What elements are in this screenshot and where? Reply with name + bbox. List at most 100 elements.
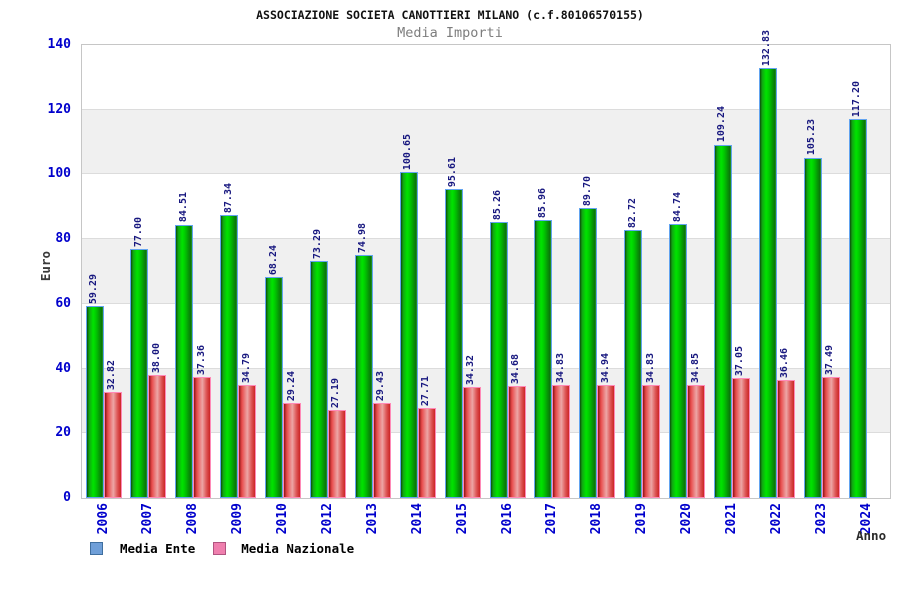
bar-value-label-media-ente-2018: 89.70	[581, 175, 593, 206]
legend-label-media-ente: Media Ente	[120, 541, 196, 556]
bar-value-label-media-nazionale-2022: 36.46	[779, 347, 791, 379]
y-axis-title: Euro	[38, 251, 53, 282]
y-tick-label-100: 100	[47, 166, 71, 182]
bar-media-ente-2019	[624, 230, 643, 498]
legend-swatch-media-ente	[90, 542, 103, 555]
bar-media-nazionale-2006	[103, 391, 122, 498]
x-tick-label-2007: 2007	[140, 503, 156, 535]
x-tick-label-2020: 2020	[679, 503, 695, 535]
bar-media-ente-2017	[534, 219, 553, 498]
bar-media-ente-2023	[803, 157, 822, 498]
grid-band	[82, 45, 890, 110]
bar-value-label-media-nazionale-2012: 27.19	[330, 377, 342, 409]
x-tick-label-2022: 2022	[768, 503, 784, 535]
bar-media-nazionale-2022	[776, 380, 795, 498]
gridline	[82, 367, 890, 369]
x-tick-label-2019: 2019	[634, 503, 650, 535]
bar-media-nazionale-2017	[552, 385, 571, 498]
y-tick-label-80: 80	[55, 231, 71, 247]
bar-value-label-media-nazionale-2020: 34.85	[689, 353, 701, 384]
gridline	[82, 173, 890, 175]
x-axis-title: Anno	[856, 528, 887, 543]
bar-value-label-media-ente-2007: 77.00	[132, 216, 144, 247]
bar-media-nazionale-2023	[821, 376, 840, 498]
grid-band	[82, 239, 890, 304]
bar-media-nazionale-2015	[462, 386, 481, 498]
bar-value-label-media-ente-2012: 73.29	[312, 228, 324, 259]
bar-value-label-media-ente-2006: 59.29	[88, 274, 99, 305]
bar-media-ente-2015	[444, 188, 463, 498]
bar-media-ente-2021	[713, 144, 732, 498]
x-tick-label-2010: 2010	[275, 503, 291, 535]
bar-media-ente-2008	[175, 224, 194, 498]
bar-media-nazionale-2020	[687, 385, 706, 498]
bar-value-label-media-nazionale-2014: 27.71	[420, 376, 432, 407]
x-tick-label-2006: 2006	[95, 503, 111, 535]
bar-value-label-media-ente-2016: 85.26	[492, 190, 503, 221]
grid-band	[82, 174, 890, 240]
bar-value-label-media-nazionale-2010: 29.24	[285, 371, 297, 402]
bar-media-nazionale-2010	[283, 403, 302, 498]
y-tick-label-20: 20	[55, 425, 71, 441]
grid-band	[82, 109, 890, 175]
bar-media-ente-2010	[265, 277, 284, 498]
x-tick-label-2023: 2023	[813, 503, 829, 535]
y-tick-label-0: 0	[63, 490, 71, 505]
x-tick-label-2012: 2012	[319, 503, 335, 535]
grid-band	[82, 303, 890, 369]
bar-value-label-media-nazionale-2015: 34.32	[465, 354, 477, 385]
bar-value-label-media-ente-2017: 85.96	[536, 187, 548, 218]
bar-value-label-media-nazionale-2019: 34.83	[644, 353, 656, 384]
bar-value-label-media-ente-2022: 132.83	[761, 30, 773, 67]
bar-media-nazionale-2009	[238, 385, 257, 498]
bar-value-label-media-ente-2015: 95.61	[447, 156, 459, 187]
bar-value-label-media-ente-2014: 100.65	[402, 134, 414, 171]
bar-value-label-media-ente-2020: 84.74	[671, 191, 683, 222]
x-tick-label-2009: 2009	[230, 503, 246, 535]
plot-area: 59.29 32.82 77.00 38.00 84.51 37.36 87.34 34.79…	[81, 30, 891, 499]
bar-media-ente-2006	[85, 306, 104, 498]
bar-media-nazionale-2012	[327, 410, 346, 498]
x-tick-label-2021: 2021	[723, 503, 739, 535]
gridline	[82, 302, 890, 304]
bar-media-nazionale-2016	[507, 385, 526, 498]
bar-value-label-media-ente-2009: 87.34	[222, 183, 234, 214]
bar-media-nazionale-2021	[731, 378, 750, 498]
gridline	[82, 238, 890, 240]
bar-media-nazionale-2013	[372, 402, 391, 498]
bar-media-ente-2007	[130, 248, 149, 498]
bar-value-label-media-nazionale-2009: 34.79	[240, 353, 252, 384]
bar-value-label-media-nazionale-2008: 37.36	[195, 345, 207, 376]
gridline	[82, 432, 890, 434]
y-tick-label-40: 40	[55, 360, 71, 376]
bar-value-label-media-ente-2019: 82.72	[626, 198, 638, 229]
bar-value-label-media-nazionale-2021: 37.05	[734, 346, 746, 377]
bar-media-nazionale-2019	[642, 385, 661, 498]
bar-value-label-media-nazionale-2013: 29.43	[375, 370, 387, 401]
x-tick-label-2008: 2008	[185, 503, 201, 535]
bar-media-ente-2018	[579, 207, 598, 498]
bar-media-ente-2009	[220, 215, 239, 498]
bar-value-label-media-nazionale-2017: 34.83	[554, 353, 566, 384]
x-tick-label-2014: 2014	[409, 503, 425, 535]
bar-value-label-media-ente-2024: 117.20	[851, 80, 863, 117]
bar-media-nazionale-2007	[148, 375, 167, 498]
legend-swatch-media-nazionale	[213, 542, 227, 555]
bar-value-label-media-ente-2008: 84.51	[177, 192, 189, 223]
x-tick-label-2018: 2018	[589, 503, 605, 535]
bar-media-nazionale-2014	[417, 408, 436, 498]
bar-value-label-media-ente-2013: 74.98	[357, 223, 369, 254]
bar-media-nazionale-2018	[597, 384, 616, 498]
bar-value-label-media-ente-2021: 109.24	[716, 106, 728, 143]
legend-label-media-nazionale: Media Nazionale	[241, 541, 355, 556]
bar-media-ente-2012	[309, 260, 328, 498]
bar-value-label-media-ente-2010: 68.24	[267, 245, 279, 276]
bar-value-label-media-nazionale-2023: 37.49	[824, 344, 836, 375]
bar-media-ente-2024	[848, 118, 867, 498]
bar-media-ente-2013	[354, 255, 373, 498]
y-tick-label-60: 60	[55, 295, 71, 311]
y-tick-label-140: 140	[47, 37, 71, 52]
bar-value-label-media-nazionale-2006: 32.82	[106, 359, 117, 390]
legend: Media Ente Media Nazionale	[90, 541, 354, 556]
